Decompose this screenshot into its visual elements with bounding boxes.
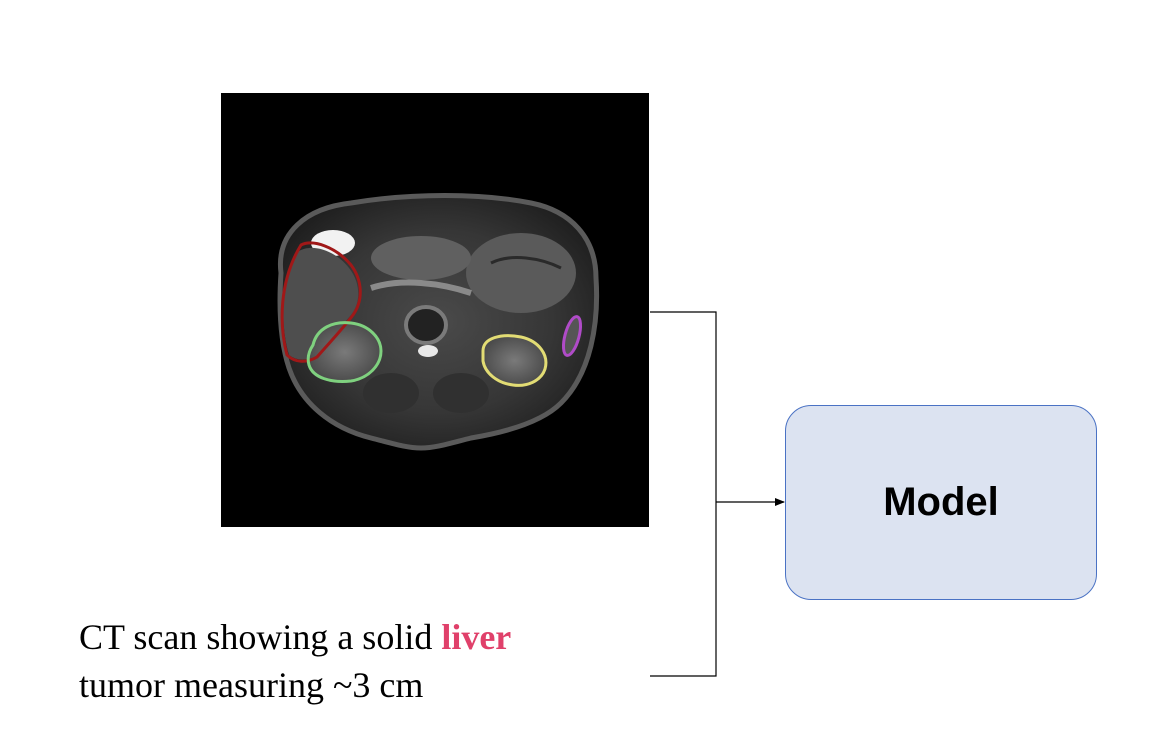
bowel-streak-2	[490, 256, 562, 270]
bowel-region	[371, 236, 471, 280]
vertebra	[406, 307, 446, 343]
abdominal-scan-image	[221, 93, 649, 527]
right-kidney-outline-icon	[306, 321, 383, 383]
model-label: Model	[883, 480, 999, 524]
spleen-region	[563, 316, 581, 356]
caption-prefix: CT scan showing a solid	[79, 617, 442, 657]
caption-line-2: tumor measuring ~3 cm	[79, 665, 424, 705]
left-kidney-region	[483, 335, 546, 386]
image-connector-line	[650, 311, 717, 502]
stomach-region	[466, 233, 576, 313]
bowel-streak	[370, 279, 472, 296]
right-kidney-region	[308, 322, 381, 382]
vertebra-ring	[404, 305, 448, 345]
spleen-outline-icon	[561, 315, 583, 357]
liver-outline-icon	[280, 241, 362, 363]
aorta	[418, 345, 438, 357]
scan-graphic	[277, 193, 600, 451]
liver-region	[283, 247, 359, 360]
model-box: Model	[785, 405, 1097, 600]
right-paraspinal	[433, 373, 489, 413]
caption-line-1: CT scan showing a solid liver	[79, 613, 511, 661]
text-connector-line	[650, 502, 717, 677]
caption-highlight-word: liver	[441, 617, 512, 657]
caption-text: CT scan showing a solid liver tumor meas…	[79, 613, 511, 709]
body-rim	[277, 193, 600, 451]
left-kidney-outline-icon	[481, 334, 548, 387]
left-paraspinal	[363, 373, 419, 413]
